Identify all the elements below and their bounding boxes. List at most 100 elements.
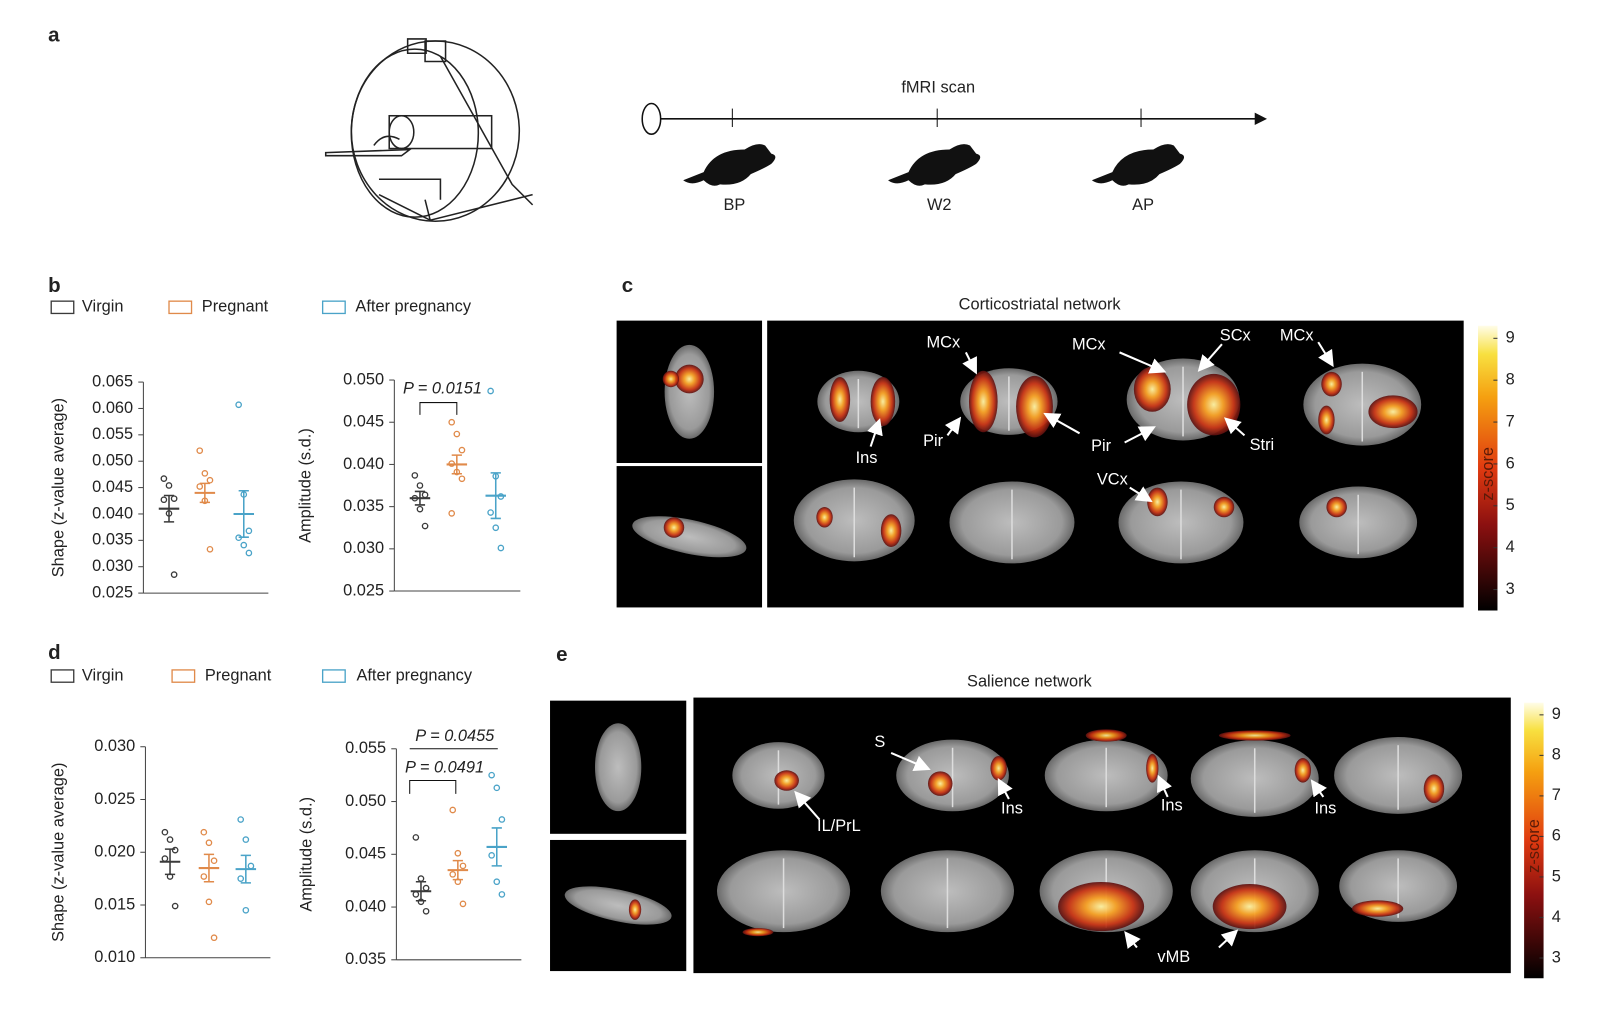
panel-label: c bbox=[622, 274, 633, 297]
activation-blob bbox=[628, 899, 642, 920]
data-point bbox=[422, 884, 430, 892]
y-axis-label: Shape (z-value average) bbox=[50, 763, 68, 942]
pointer-arrow bbox=[1156, 774, 1172, 798]
data-point bbox=[245, 549, 253, 557]
activation-blob bbox=[927, 771, 953, 796]
data-point bbox=[493, 878, 501, 886]
y-tick-label: 0.035 bbox=[92, 531, 133, 549]
y-tick-label: 0.015 bbox=[94, 895, 135, 913]
legend-label: Virgin bbox=[82, 666, 124, 684]
data-point bbox=[200, 828, 208, 836]
activation-blob bbox=[990, 755, 1007, 781]
data-point bbox=[200, 873, 208, 880]
region-label: Ins bbox=[1001, 800, 1023, 818]
data-point bbox=[210, 934, 218, 942]
data-point bbox=[448, 418, 456, 426]
activation-blob bbox=[1016, 375, 1053, 438]
pointer-arrow bbox=[1129, 486, 1153, 503]
y-tick-label: 0.040 bbox=[343, 455, 384, 473]
mouse-icon bbox=[683, 144, 776, 186]
data-point bbox=[412, 891, 420, 898]
p-value: P = 0.0491 bbox=[405, 759, 484, 777]
mouse-body bbox=[888, 144, 981, 186]
activation-blob bbox=[674, 364, 704, 394]
colorbar-tick-label: 6 bbox=[1506, 454, 1515, 472]
panel-label: d bbox=[48, 641, 61, 664]
data-point bbox=[235, 401, 242, 409]
activation-blob bbox=[1294, 758, 1312, 783]
data-point bbox=[206, 545, 214, 553]
activation-blob bbox=[968, 370, 998, 433]
legend-label: After pregnancy bbox=[356, 666, 472, 684]
data-point bbox=[454, 849, 462, 857]
data-point bbox=[492, 524, 500, 532]
data-point bbox=[487, 387, 494, 395]
data-point bbox=[237, 816, 245, 823]
data-point bbox=[449, 871, 457, 878]
data-point bbox=[416, 505, 424, 513]
region-label: Ins bbox=[1161, 796, 1183, 814]
pointer-arrow bbox=[1043, 412, 1081, 435]
region-label: Pir bbox=[1091, 437, 1112, 455]
timepoint-label: W2 bbox=[927, 196, 952, 214]
data-point bbox=[498, 891, 506, 898]
region-label: MCx bbox=[1280, 326, 1314, 344]
data-point bbox=[206, 476, 214, 484]
scanner-drawing bbox=[324, 38, 534, 223]
data-point bbox=[170, 571, 178, 578]
legend-swatch bbox=[50, 300, 75, 315]
data-point bbox=[242, 836, 250, 843]
y-tick-label: 0.065 bbox=[92, 372, 133, 390]
data-point bbox=[488, 852, 495, 859]
activation-blob bbox=[1368, 395, 1418, 429]
data-point bbox=[421, 522, 429, 530]
activation-blob bbox=[1147, 487, 1168, 517]
data-point bbox=[412, 834, 420, 841]
data-point bbox=[171, 846, 179, 854]
legend-swatch bbox=[50, 669, 75, 683]
activation-blob bbox=[829, 376, 851, 423]
colorbar-tick-label: 9 bbox=[1506, 329, 1515, 347]
legend-swatch bbox=[321, 669, 346, 683]
network-title: Salience network bbox=[967, 673, 1093, 691]
panel-label: a bbox=[48, 23, 60, 46]
pointer-arrow bbox=[1310, 779, 1327, 798]
y-tick-label: 0.030 bbox=[94, 737, 135, 755]
colorbar-tick-label: 4 bbox=[1552, 908, 1561, 926]
activation-blob bbox=[1213, 496, 1235, 518]
activation-blob bbox=[1423, 774, 1445, 804]
data-point bbox=[242, 906, 250, 914]
data-point bbox=[498, 816, 506, 823]
data-point bbox=[205, 839, 213, 847]
region-label: Pir bbox=[923, 432, 944, 450]
data-point bbox=[421, 491, 429, 499]
region-label: SCx bbox=[1220, 326, 1252, 344]
data-point bbox=[493, 784, 501, 792]
colorbar-tick-label: 3 bbox=[1506, 580, 1515, 598]
y-tick-label: 0.035 bbox=[345, 950, 386, 968]
y-tick-label: 0.045 bbox=[345, 845, 386, 863]
mouse-icon bbox=[888, 144, 981, 186]
legend-swatch bbox=[321, 300, 346, 315]
data-point bbox=[161, 855, 169, 862]
pointer-arrow bbox=[1124, 426, 1156, 444]
activation-blob bbox=[816, 507, 833, 528]
y-tick-label: 0.030 bbox=[92, 557, 133, 575]
pointer-arrow bbox=[890, 751, 931, 771]
data-point bbox=[411, 472, 419, 479]
data-point bbox=[237, 875, 245, 882]
data-point bbox=[160, 475, 168, 482]
pointer-arrow bbox=[1317, 341, 1334, 368]
y-tick-label: 0.050 bbox=[92, 452, 133, 470]
data-point bbox=[459, 862, 467, 870]
activation-blob bbox=[1352, 900, 1404, 917]
colorbar-tick-label: 4 bbox=[1506, 538, 1515, 556]
y-axis-label: Shape (z-value average) bbox=[50, 398, 68, 577]
activation-blob bbox=[870, 376, 896, 427]
y-tick-label: 0.055 bbox=[345, 739, 386, 757]
timepoint-label: AP bbox=[1132, 196, 1154, 214]
mouse-body bbox=[1091, 144, 1185, 186]
colorbar-tick-label: 5 bbox=[1552, 867, 1561, 885]
region-label: vMB bbox=[1157, 948, 1190, 966]
pointer-arrow bbox=[867, 418, 883, 447]
